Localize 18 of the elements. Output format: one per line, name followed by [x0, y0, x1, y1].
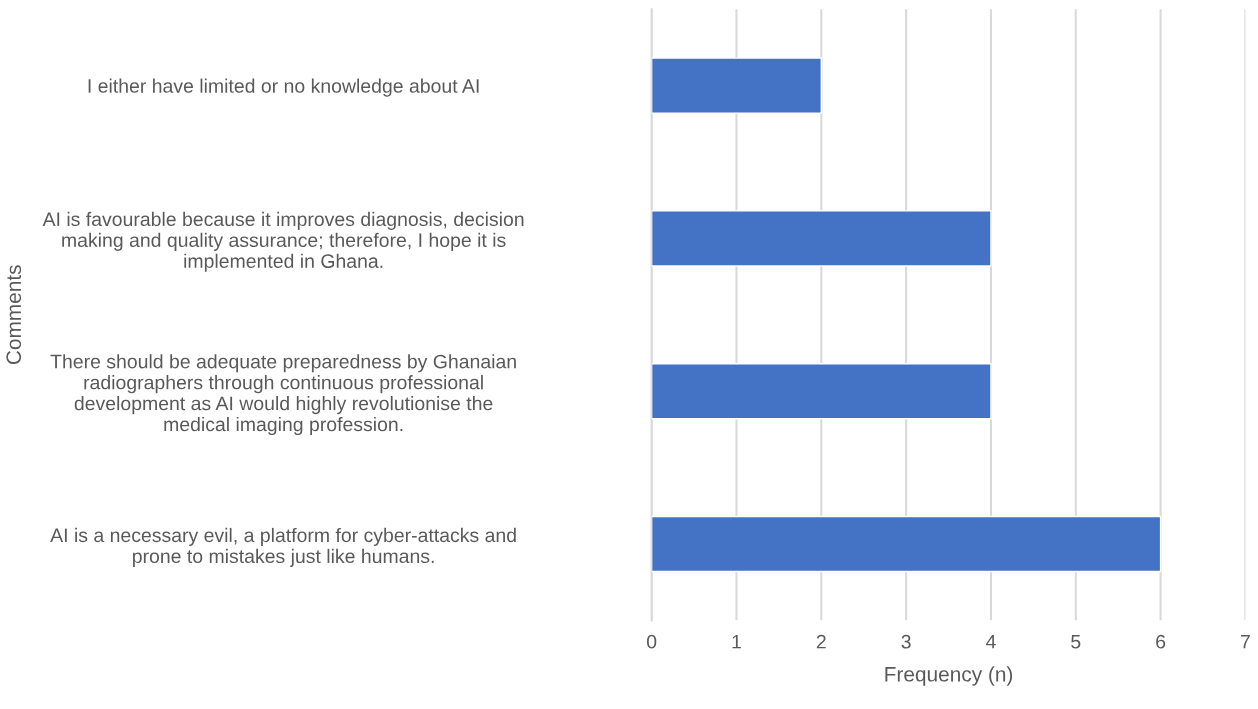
x-tick-label: 1 [732, 634, 741, 649]
bar [651, 515, 1162, 573]
x-tick-label: 3 [901, 634, 911, 649]
y-tick-label: There should be adequate preparedness by Ghanaian radiographers through continuous professional development as AI would highly revolutionise the medical imaging profession. [50, 354, 516, 436]
bar [651, 362, 992, 420]
x-tick-label: 4 [985, 634, 996, 649]
bar [651, 57, 822, 114]
x-tick-label: 7 [1241, 634, 1250, 649]
x-axis-title: Frequency (n) [885, 666, 1013, 686]
x-tick-label: 5 [1071, 634, 1081, 649]
y-tick-label: AI is a necessary evil, a platform for cyber-attacks and prone to mistakes just like humans. [50, 527, 516, 567]
x-tick-label: 6 [1156, 634, 1166, 649]
y-axis-title: Comments [6, 265, 22, 365]
bar [651, 210, 992, 267]
x-tick-label: 0 [647, 634, 657, 649]
y-tick-label: AI is favourable because it improves diagnosis, decision making and quality assurance; therefore, I hope it is implemented in Ghana. [42, 211, 524, 272]
x-tick-label: 2 [816, 634, 826, 649]
y-tick-label: I either have limited or no knowledge about AI [88, 78, 479, 97]
